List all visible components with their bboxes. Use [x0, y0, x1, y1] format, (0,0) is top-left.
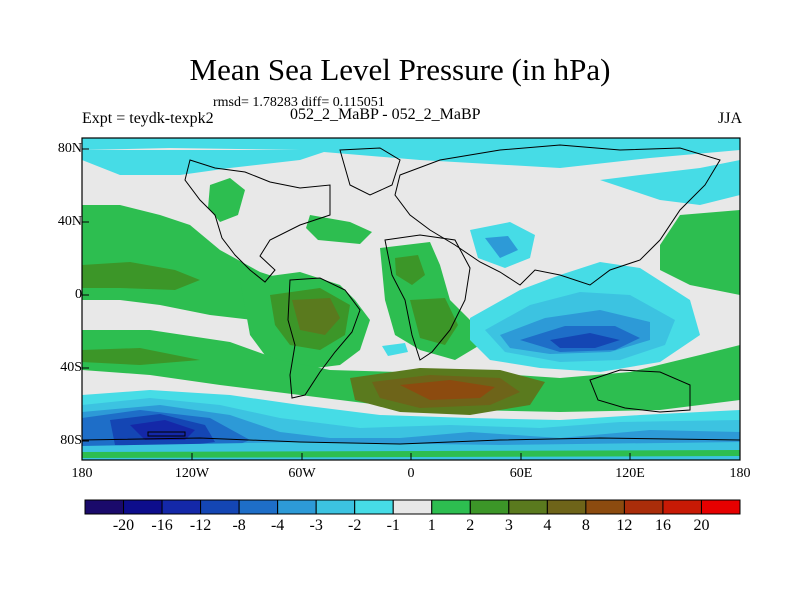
arctic-low-region	[82, 138, 740, 168]
x-tick-label: 180	[729, 466, 751, 481]
x-tick-label: 120E	[615, 466, 645, 481]
x-tick-label: 180	[71, 466, 93, 481]
south-pacific-low-center	[130, 420, 195, 440]
colorbar-swatch	[123, 499, 163, 515]
africa-coast	[384, 234, 471, 361]
y-tick-label: 0	[75, 287, 82, 302]
colorbar-swatch	[354, 499, 394, 515]
colorbar-swatch	[238, 499, 279, 515]
colorbar-label: 12	[616, 517, 633, 534]
eurasia-coast	[394, 144, 721, 286]
southern-olive-belt	[82, 348, 200, 365]
colorbar-swatch	[315, 499, 356, 515]
pacific-island-coast	[147, 431, 186, 437]
colorbar-swatch	[431, 499, 471, 515]
x-tick-label: 120W	[174, 466, 210, 481]
colorbar-label: -20	[112, 517, 135, 534]
greenland-coast	[339, 147, 401, 196]
colorbar-label: -8	[232, 517, 246, 534]
small-low-africa	[382, 343, 408, 356]
antarctica-coast	[82, 437, 740, 445]
colorbar-swatch	[700, 499, 741, 515]
colorbar-label: -12	[189, 517, 212, 534]
indian-ocean-low-center	[550, 333, 620, 348]
colorbar-label: 20	[693, 517, 710, 534]
colorbar-label: 2	[466, 517, 475, 534]
east-pacific-green	[660, 210, 740, 295]
plot-title: Mean Sea Level Pressure (in hPa)	[189, 52, 611, 87]
colorbar-label: -4	[270, 517, 285, 534]
experiment-label: Expt = teydk-texpk2	[82, 110, 214, 127]
north-america-coast	[184, 159, 331, 283]
colorbar	[84, 499, 741, 515]
colorbar-swatch	[84, 499, 125, 515]
arctic-low-east	[600, 160, 740, 205]
colorbar-swatch	[200, 499, 240, 515]
colorbar-label: -1	[386, 517, 400, 534]
colorbar-swatch	[585, 499, 625, 515]
asia-low-core	[485, 236, 518, 258]
stats-text: rmsd= 1.78283 diff= 0.115051	[213, 95, 385, 110]
colorbar-label: 4	[543, 517, 552, 534]
north-pacific-inner	[82, 262, 200, 290]
colorbar-swatch	[469, 499, 510, 515]
season-label: JJA	[717, 110, 742, 127]
colorbar-label: 3	[504, 517, 513, 534]
colorbar-label: -3	[309, 517, 323, 534]
x-tick-label: 60E	[509, 466, 533, 481]
colorbar-swatch	[546, 499, 587, 515]
africa-south-olive	[410, 298, 458, 345]
axis-ticks	[81, 148, 741, 460]
colorbar-label: -16	[151, 517, 173, 534]
australia-coast	[589, 369, 691, 413]
x-tick-label: 60W	[288, 466, 316, 481]
colorbar-label: 8	[581, 517, 590, 534]
arctic-low-region-2	[82, 150, 330, 175]
colorbar-swatch	[277, 499, 317, 515]
southern-green-belt	[82, 330, 740, 412]
colorbar-swatch	[662, 499, 702, 515]
colorbar-label: 16	[654, 517, 671, 534]
comparison-label: 052_2_MaBP - 052_2_MaBP	[290, 106, 481, 123]
coastlines	[82, 144, 740, 445]
colorbar-swatch	[392, 499, 433, 515]
colorbar-label: -2	[348, 517, 362, 534]
y-tick-label: 80N	[57, 141, 82, 156]
africa-inner-olive	[395, 255, 425, 285]
colorbar-label: 1	[427, 517, 436, 534]
atlantic-green-blob	[306, 215, 372, 244]
colorbar-swatch	[508, 499, 548, 515]
y-tick-label: 40S	[60, 360, 82, 375]
pressure-field	[82, 138, 740, 460]
y-tick-label: 40N	[57, 214, 82, 229]
arctic-green-blob	[208, 178, 245, 222]
south-america-core	[292, 298, 340, 335]
x-tick-label: 0	[407, 466, 415, 481]
colorbar-swatch	[161, 499, 202, 515]
colorbar-swatch	[623, 499, 664, 515]
south-america-coast	[287, 277, 361, 399]
y-tick-label: 80S	[60, 433, 82, 448]
south-atlantic-high-center	[400, 380, 495, 400]
